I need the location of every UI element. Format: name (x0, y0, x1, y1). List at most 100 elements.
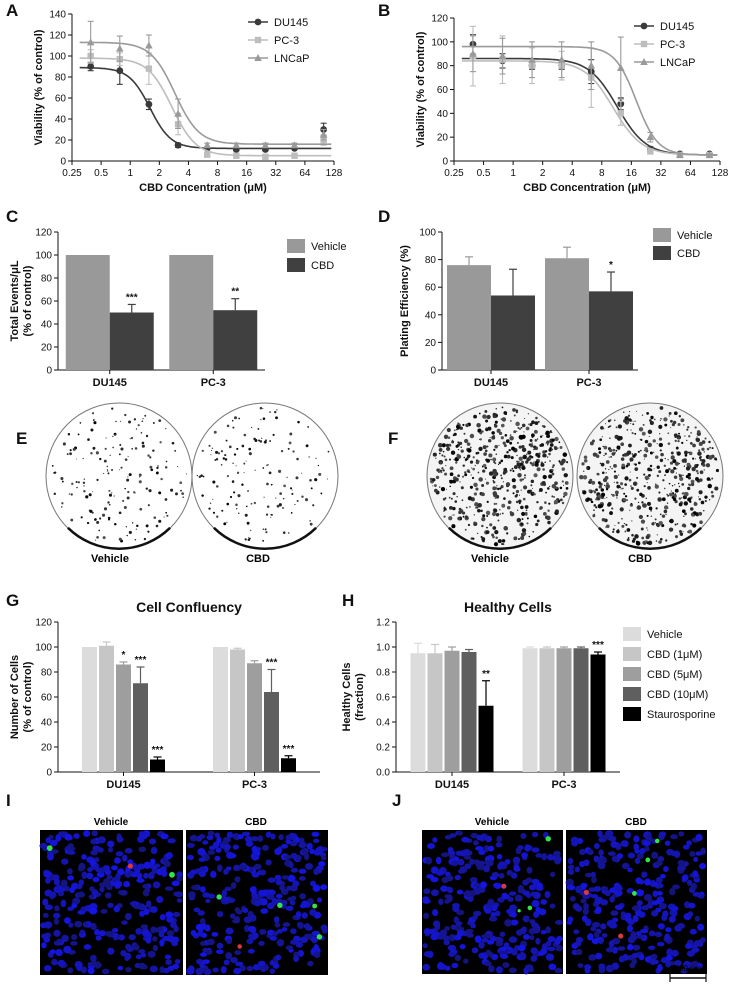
colony (503, 526, 508, 531)
nucleus (151, 865, 158, 871)
nucleus (488, 965, 495, 973)
nucleus (670, 905, 679, 912)
y-axis-label: Total Events/μL (9, 260, 21, 341)
colony (528, 423, 530, 425)
nucleus (202, 840, 209, 845)
nucleus (531, 926, 540, 933)
colony (512, 484, 517, 489)
nucleus (494, 910, 501, 917)
colony (551, 468, 554, 472)
nucleus (67, 875, 75, 881)
colony (536, 438, 539, 440)
colony (635, 410, 637, 412)
colony (456, 495, 458, 498)
red-cell (583, 889, 589, 895)
colony (521, 465, 526, 471)
colony (480, 492, 485, 497)
colony (631, 431, 634, 435)
nucleus (124, 912, 132, 921)
colony (462, 515, 465, 518)
nucleus (77, 866, 84, 872)
colony (103, 472, 105, 475)
colony (453, 458, 456, 461)
data-point (116, 67, 124, 75)
nucleus (244, 835, 253, 843)
nucleus (607, 946, 615, 952)
colony (508, 448, 511, 452)
nucleus (121, 920, 128, 925)
nucleus (47, 853, 54, 861)
nucleus (609, 922, 618, 929)
panel-F-labels: Vehicle CBD (471, 553, 652, 565)
nucleus (569, 895, 576, 902)
colony (241, 483, 244, 486)
dish-vehicle-F (426, 402, 574, 550)
chart-title: Healthy Cells (464, 599, 552, 615)
colony (620, 488, 622, 490)
colony (103, 507, 108, 511)
nucleus (658, 831, 667, 837)
nucleus (259, 869, 267, 876)
nucleus (643, 893, 653, 902)
nucleus (74, 920, 83, 928)
nucleus (276, 938, 285, 947)
colony (652, 439, 656, 443)
nucleus (481, 934, 490, 939)
data-point (261, 141, 270, 149)
nucleus (265, 831, 272, 838)
colony (626, 429, 629, 431)
colony (126, 496, 130, 500)
colony (88, 493, 92, 497)
colony (598, 451, 602, 454)
colony (535, 416, 538, 420)
legend-entry: DU145 (274, 17, 308, 29)
nucleus (262, 844, 269, 851)
colony (620, 442, 625, 447)
nucleus (99, 886, 105, 893)
bar (461, 652, 477, 772)
colony (631, 533, 634, 537)
colony (149, 465, 153, 469)
nucleus (123, 881, 131, 888)
colony (443, 515, 446, 518)
colony (262, 528, 265, 530)
colony (498, 431, 503, 436)
colony (539, 506, 543, 510)
nucleus (117, 965, 124, 971)
colony (492, 481, 496, 484)
colony (682, 474, 684, 477)
colony (85, 495, 89, 499)
nucleus (95, 935, 102, 941)
nucleus (313, 951, 321, 959)
colony (519, 478, 523, 482)
colony (497, 519, 500, 522)
y-axis-label: Viability (% of control) (415, 31, 427, 147)
colony (643, 453, 648, 458)
data-point (587, 61, 596, 69)
nucleus (94, 961, 101, 969)
nucleus (226, 831, 234, 839)
colony (210, 454, 212, 456)
colony (653, 418, 656, 421)
colony (527, 413, 530, 415)
colony (502, 441, 506, 445)
colony (531, 462, 535, 467)
nucleus (188, 891, 196, 899)
colony (709, 446, 712, 449)
colony (459, 426, 463, 430)
x-tick-label: 32 (655, 168, 667, 179)
nucleus (136, 872, 143, 880)
nucleus (689, 929, 697, 935)
colony (278, 503, 282, 507)
nucleus (106, 874, 113, 880)
x-tick-label: 2 (157, 168, 163, 179)
colony (616, 497, 618, 499)
y-tick-label: 100 (35, 251, 52, 262)
nucleus (495, 842, 503, 848)
nucleus (530, 891, 536, 897)
nucleus (608, 940, 615, 948)
nucleus (554, 937, 561, 945)
nucleus (40, 922, 48, 929)
colony (493, 461, 496, 464)
colony (466, 442, 471, 446)
